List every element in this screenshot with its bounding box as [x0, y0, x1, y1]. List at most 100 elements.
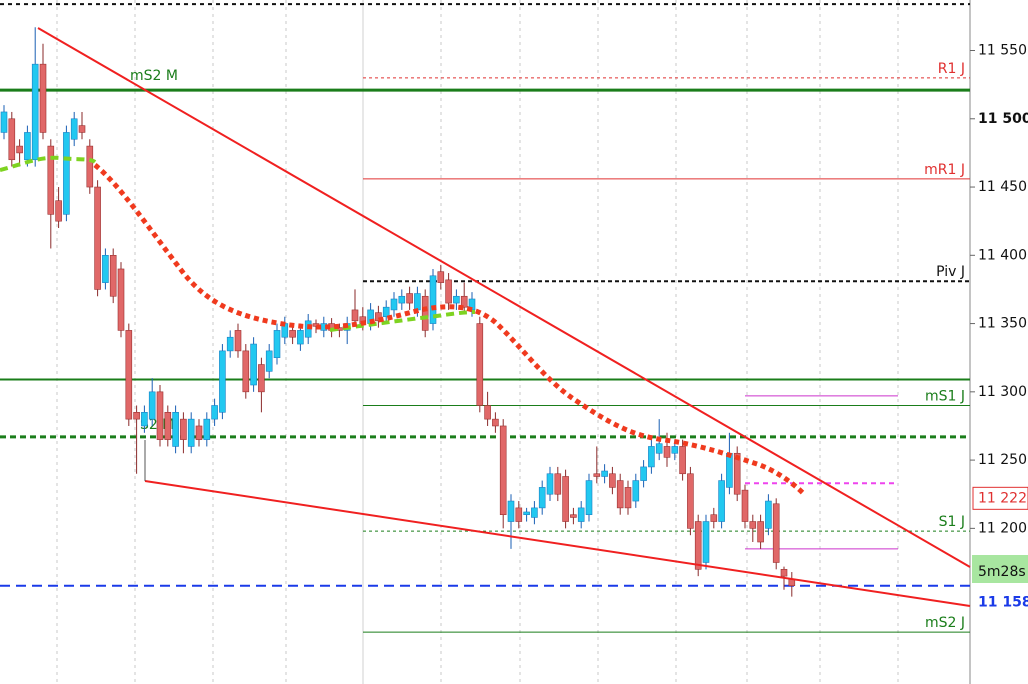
candle-body [234, 330, 242, 352]
ma-price-box [972, 486, 1028, 510]
candle-body [702, 521, 710, 563]
vertical-grid [56, 0, 899, 684]
candle-body [250, 343, 257, 386]
candle-body [414, 293, 421, 311]
candle-body [195, 425, 203, 440]
candle-body [733, 452, 741, 495]
candle-body [648, 446, 655, 468]
candle-body [718, 480, 725, 522]
candle-body [772, 503, 780, 563]
candle-body [86, 145, 94, 188]
candle-body [757, 521, 764, 543]
candle-body [710, 514, 718, 522]
ma-green [0, 155, 97, 172]
candle-body [180, 418, 187, 440]
candle-body [265, 350, 273, 372]
candle-body [375, 312, 382, 322]
candle-body [741, 489, 749, 522]
candle-body [351, 309, 359, 322]
candle-body [726, 452, 733, 488]
trendline [144, 480, 971, 607]
candle-body [172, 412, 179, 447]
candle-body [538, 487, 546, 509]
level-label: Piv J [936, 264, 965, 280]
candle-body [765, 500, 772, 529]
level-label: S1 J [939, 514, 965, 530]
candle-body [663, 446, 671, 458]
candle-body [492, 418, 499, 427]
candle-body [109, 255, 117, 297]
candle-body [671, 446, 679, 454]
candle-body [484, 405, 491, 420]
candle-body [523, 511, 530, 516]
candle-body [164, 412, 172, 440]
candle-body [226, 336, 234, 352]
candle-body [601, 470, 608, 477]
ma-red [93, 163, 807, 497]
candle-body [289, 330, 296, 338]
candle-body [632, 480, 640, 502]
candle-body [531, 507, 538, 518]
candle-body [398, 295, 406, 304]
candle-body [585, 480, 593, 516]
candle-body [148, 391, 156, 420]
candle-body [31, 63, 39, 161]
last-price-label: 11 158 [978, 595, 1028, 611]
candle-body [382, 306, 390, 318]
candle-body [55, 200, 62, 222]
candle-body [24, 132, 31, 161]
y-tick-label: 11 300 [978, 384, 1027, 400]
candle-body [749, 521, 757, 529]
candle-body [476, 323, 484, 406]
candle-body [258, 364, 265, 393]
level-label: mR1 J [924, 162, 965, 178]
candle-body [429, 275, 437, 324]
candle-body [577, 507, 585, 522]
level-label: mS2 M [130, 68, 178, 84]
trendline [37, 27, 971, 568]
candle-body [117, 268, 125, 331]
candle-body [507, 500, 515, 522]
candle-body [687, 473, 694, 529]
candle-body [187, 418, 195, 447]
level-label: mS2 J [925, 615, 965, 631]
candle-body [63, 132, 70, 215]
candle-body [70, 118, 78, 140]
candle-body [460, 295, 468, 308]
candle-body [0, 111, 8, 133]
candle-body [297, 330, 304, 345]
candle-body [141, 412, 148, 427]
timer: 5m28s [978, 564, 1026, 580]
candle-body [16, 145, 23, 154]
candle-body [421, 295, 429, 331]
candle-body [780, 569, 788, 577]
candle-body [453, 295, 460, 304]
candle-body [694, 521, 702, 570]
y-tick-label: 11 550 [978, 43, 1027, 59]
candle-body [94, 186, 101, 290]
candle-body [655, 443, 663, 454]
candle-body [609, 473, 616, 488]
candle-body [125, 330, 133, 420]
y-axis: 11 550 11 500 11 450 11 400 11 350 11 300 11 2… [970, 43, 1028, 614]
y-tick-label: 11 250 [978, 452, 1027, 468]
candle-body [47, 145, 55, 215]
candle-body [78, 125, 86, 133]
candle-body [593, 473, 601, 477]
candle-body [679, 446, 686, 475]
candle-body [624, 487, 632, 509]
candle-body [242, 350, 250, 393]
candle-body [203, 418, 211, 440]
y-tick-label: 11 200 [978, 520, 1027, 536]
candle-body [8, 118, 16, 161]
level-label: R1 J [938, 61, 965, 77]
candle-body [640, 466, 647, 481]
candle-body [445, 279, 452, 304]
candle-body [273, 330, 281, 359]
candle-body [156, 391, 164, 440]
last-price-box [972, 591, 1028, 614]
candle-body [562, 476, 569, 522]
candle-body [102, 255, 109, 283]
